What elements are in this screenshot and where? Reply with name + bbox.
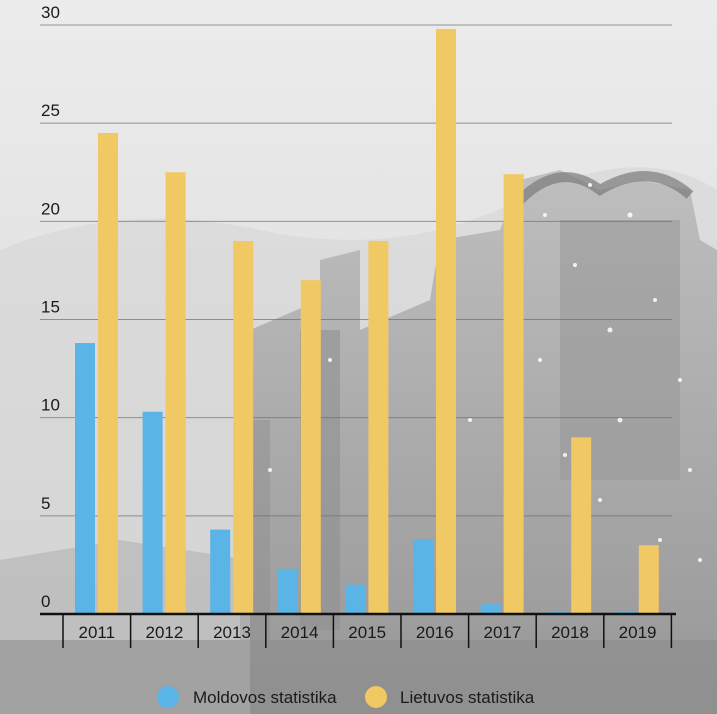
- x-tick-label: 2011: [79, 623, 116, 642]
- legend-swatch-lietuvos: [365, 686, 387, 708]
- bar-moldovos-2011: [75, 343, 95, 614]
- bar-lietuvos-2013: [233, 240, 254, 614]
- x-tick-label: 2014: [281, 623, 319, 642]
- y-tick-label: 30: [41, 3, 60, 22]
- legend-label-moldovos: Moldovos statistika: [193, 688, 337, 707]
- bar-lietuvos-2014: [300, 280, 321, 614]
- y-tick-label: 20: [41, 199, 60, 218]
- x-tick-label: 2017: [483, 623, 521, 642]
- legend-label-lietuvos: Lietuvos statistika: [400, 688, 535, 707]
- y-tick-label: 25: [41, 101, 60, 120]
- bar-moldovos-2012: [142, 411, 163, 614]
- bar-lietuvos-2019: [638, 545, 659, 614]
- bars: [75, 28, 659, 615]
- x-tick-label: 2015: [348, 623, 386, 642]
- x-tick-label: 2013: [213, 623, 251, 642]
- legend-swatch-moldovos: [157, 686, 179, 708]
- bar-lietuvos-2011: [98, 132, 118, 614]
- x-tick-label: 2019: [619, 623, 657, 642]
- bar-lietuvos-2016: [436, 28, 456, 615]
- x-tick-label: 2012: [145, 623, 183, 642]
- y-tick-label: 0: [41, 592, 50, 611]
- legend: Moldovos statistika Lietuvos statistika: [157, 686, 535, 708]
- bar-lietuvos-2012: [165, 172, 186, 614]
- y-tick-label: 15: [41, 298, 60, 317]
- x-axis: 2011 2012 2013 2014 2015 2016 2017 2018 2019: [40, 612, 676, 648]
- bar-lietuvos-2015: [368, 240, 389, 614]
- bar-moldovos-2014: [277, 568, 298, 614]
- bar-lietuvos-2017: [503, 174, 524, 615]
- bar-moldovos-2017: [480, 604, 501, 614]
- x-tick-label: 2018: [551, 623, 589, 642]
- bar-moldovos-2016: [413, 539, 433, 614]
- bar-moldovos-2013: [210, 529, 231, 614]
- x-tick-label: 2016: [416, 623, 454, 642]
- bar-moldovos-2015: [345, 584, 366, 614]
- y-tick-label: 5: [41, 494, 50, 513]
- bar-lietuvos-2018: [571, 437, 592, 614]
- y-axis: 0 5 10 15 20 25 30: [41, 3, 60, 611]
- y-tick-label: 10: [41, 396, 60, 415]
